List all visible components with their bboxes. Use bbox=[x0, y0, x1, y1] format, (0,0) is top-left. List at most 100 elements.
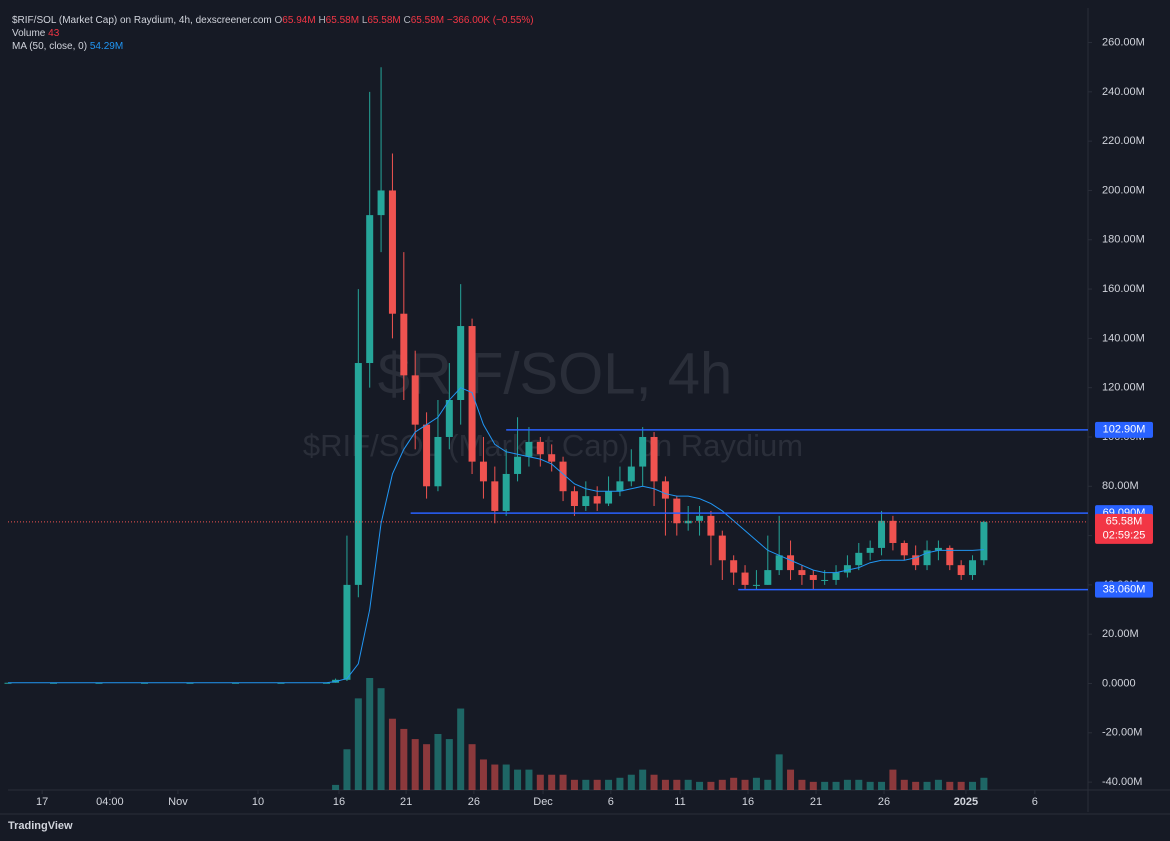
candle-body bbox=[570, 491, 578, 507]
volume-bar bbox=[343, 749, 351, 790]
legend-row: Volume 43 bbox=[12, 27, 534, 40]
candle-body bbox=[559, 461, 567, 492]
volume-bar bbox=[821, 781, 829, 790]
candle-body bbox=[923, 550, 931, 566]
x-tick-label: 6 bbox=[608, 796, 614, 808]
volume-bar bbox=[809, 781, 817, 790]
candle-body bbox=[661, 481, 669, 499]
volume-bar bbox=[912, 781, 920, 790]
ohlc-value: 65.58M bbox=[410, 15, 445, 26]
volume-bar bbox=[957, 781, 965, 790]
volume-bar bbox=[684, 779, 692, 790]
volume-bar bbox=[388, 718, 396, 790]
candle-body bbox=[798, 570, 806, 576]
candle-body bbox=[525, 441, 533, 457]
volume-bar bbox=[514, 769, 522, 790]
x-tick-label: 2025 bbox=[954, 796, 978, 808]
volume-bar bbox=[502, 764, 510, 790]
ohlc-key: L bbox=[361, 15, 368, 26]
y-tick-label: 260.00M bbox=[1102, 36, 1145, 48]
candle-body bbox=[400, 313, 408, 376]
candle-body bbox=[434, 436, 442, 487]
candle-body bbox=[809, 575, 817, 580]
candle-body bbox=[366, 215, 374, 364]
candle-body bbox=[684, 520, 692, 524]
y-tick-label: 20.00M bbox=[1102, 628, 1139, 640]
x-tick-label: Dec bbox=[533, 796, 553, 808]
candle-body bbox=[696, 515, 704, 521]
symbol-title: $RIF/SOL (Market Cap) on Raydium, 4h, de… bbox=[12, 15, 272, 26]
volume-bar bbox=[832, 781, 840, 790]
x-tick-label: 04:00 bbox=[96, 796, 124, 808]
volume-bar bbox=[411, 739, 419, 790]
candle-body bbox=[502, 473, 510, 511]
candle-body bbox=[707, 515, 715, 536]
price-label-box bbox=[1095, 421, 1153, 438]
volume-bar bbox=[536, 774, 544, 790]
volume-bar bbox=[434, 734, 442, 790]
volume-bar bbox=[900, 779, 908, 790]
volume-bar bbox=[457, 708, 465, 790]
volume-bar bbox=[491, 764, 499, 790]
volume-bar bbox=[627, 774, 635, 790]
footer: TradingView bbox=[8, 820, 73, 832]
candle-body bbox=[605, 491, 613, 504]
y-tick-label: 80.00M bbox=[1102, 480, 1139, 492]
countdown: 02:59:25 bbox=[1103, 530, 1146, 542]
volume-bar bbox=[332, 784, 340, 790]
legend-row: MA (50, close, 0) 54.29M bbox=[12, 40, 534, 53]
candle-body bbox=[900, 542, 908, 556]
ohlc-key: H bbox=[318, 15, 326, 26]
x-tick-label: 11 bbox=[674, 796, 685, 808]
candle-body bbox=[343, 584, 351, 680]
watermark-symbol: $RIF/SOL, 4h bbox=[378, 341, 733, 406]
volume-bar bbox=[980, 777, 988, 790]
volume-bar bbox=[843, 779, 851, 790]
volume-bar bbox=[889, 769, 897, 790]
x-tick-label: 26 bbox=[468, 796, 480, 808]
candle-body bbox=[354, 363, 362, 585]
volume-bar bbox=[752, 777, 760, 790]
candle-body bbox=[878, 520, 886, 548]
y-tick-label: 200.00M bbox=[1102, 184, 1145, 196]
volume-bar bbox=[559, 774, 567, 790]
last-price-label: 65.58M bbox=[1106, 516, 1143, 528]
x-tick-label: Nov bbox=[168, 796, 188, 808]
volume-bar bbox=[673, 779, 681, 790]
y-tick-label: -20.00M bbox=[1102, 727, 1142, 739]
y-tick-label: 140.00M bbox=[1102, 332, 1145, 344]
candle-body bbox=[457, 326, 465, 400]
candle-body bbox=[650, 436, 658, 482]
ohlc-key: O bbox=[274, 15, 283, 26]
ohlc-value: 65.94M bbox=[282, 15, 316, 26]
volume-bar bbox=[468, 744, 476, 790]
volume-bar bbox=[696, 781, 704, 790]
volume-bar bbox=[969, 781, 977, 790]
candle-body bbox=[718, 535, 726, 561]
candle-body bbox=[832, 572, 840, 580]
change: −366.00K (−0.55%) bbox=[446, 15, 534, 26]
volume-bar bbox=[855, 779, 863, 790]
y-tick-label: 160.00M bbox=[1102, 283, 1145, 295]
volume-bar bbox=[377, 688, 385, 790]
candle-body bbox=[775, 555, 783, 571]
price-label: 102.90M bbox=[1103, 424, 1146, 436]
y-tick-label: 0.0000 bbox=[1102, 677, 1136, 689]
candle-body bbox=[980, 521, 988, 561]
legend-row: $RIF/SOL (Market Cap) on Raydium, 4h, de… bbox=[12, 14, 534, 27]
price-label-box bbox=[1095, 581, 1153, 598]
candle-body bbox=[889, 520, 897, 543]
candle-body bbox=[730, 560, 738, 573]
volume-bar bbox=[400, 728, 408, 790]
ma-value: 54.29M bbox=[89, 41, 124, 52]
candle-body bbox=[411, 375, 419, 425]
candle-body bbox=[639, 436, 647, 467]
candle-body bbox=[764, 570, 772, 585]
candle-body bbox=[445, 400, 453, 437]
volume-value: 43 bbox=[48, 28, 60, 39]
candle-body bbox=[843, 565, 851, 573]
candle-body bbox=[934, 547, 942, 551]
